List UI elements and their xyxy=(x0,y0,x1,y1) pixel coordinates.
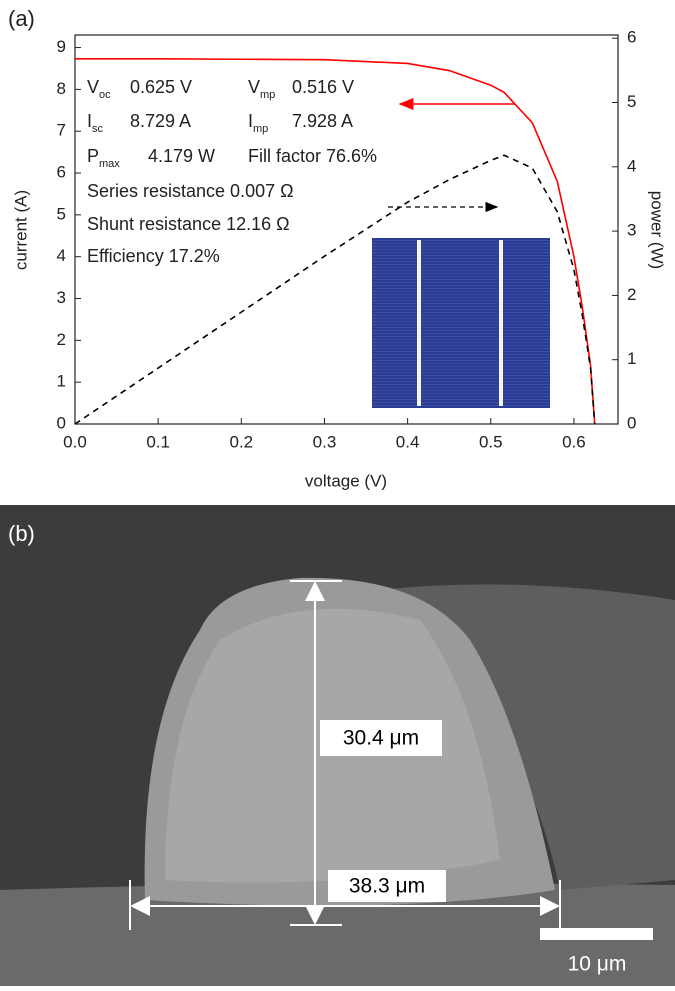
annotation: Vmp 0.516 V xyxy=(248,77,354,101)
annotation: Efficiency 17.2% xyxy=(87,246,220,266)
y-tick-label: 6 xyxy=(57,163,66,182)
scale-label: 10 μm xyxy=(568,953,627,976)
annotation: Series resistance 0.007 Ω xyxy=(87,181,294,201)
y2-tick-label: 3 xyxy=(627,221,636,240)
y2-tick-label: 0 xyxy=(627,413,636,432)
y-tick-label: 4 xyxy=(57,246,66,265)
annotation: Imp 7.928 A xyxy=(248,111,353,135)
annotation: Voc 0.625 V xyxy=(87,77,192,101)
x-tick-label: 0.2 xyxy=(229,432,253,451)
panel-a-bg xyxy=(0,0,675,500)
series-line xyxy=(75,58,596,425)
plot-frame xyxy=(74,34,619,425)
y2-tick-label: 2 xyxy=(627,285,636,304)
x-tick-label: 0.4 xyxy=(396,432,420,451)
width-label: 38.3 μm xyxy=(349,875,425,898)
y2-tick-label: 5 xyxy=(627,92,636,111)
y-tick-label: 2 xyxy=(57,330,66,349)
y2-tick-label: 6 xyxy=(627,28,636,47)
y-tick-label: 7 xyxy=(57,121,66,140)
annotation: Isc 8.729 A xyxy=(87,111,191,135)
y2-tick-label: 4 xyxy=(627,156,636,175)
x-tick-label: 0.0 xyxy=(63,432,87,451)
x-tick-label: 0.6 xyxy=(562,432,586,451)
y-tick-label: 8 xyxy=(57,79,66,98)
x-tick-label: 0.3 xyxy=(313,432,337,451)
y-tick-label: 0 xyxy=(57,413,66,432)
x-tick-label: 0.5 xyxy=(479,432,503,451)
annotation: Fill factor 76.6% xyxy=(248,146,377,166)
annotation: Pmax 4.179 W xyxy=(87,146,215,170)
y-tick-label: 5 xyxy=(57,204,66,223)
x-tick-label: 0.1 xyxy=(146,432,170,451)
height-label: 30.4 μm xyxy=(343,727,419,750)
y2-axis-label: power (W) xyxy=(648,191,667,269)
sem-image xyxy=(0,505,675,986)
series-line xyxy=(74,154,596,425)
inset-cell xyxy=(372,238,550,408)
y-tick-label: 1 xyxy=(57,372,66,391)
panel-label: (b) xyxy=(8,521,35,546)
y-tick-label: 3 xyxy=(57,288,66,307)
y-axis-label: current (A) xyxy=(11,190,30,270)
y2-tick-label: 1 xyxy=(627,349,636,368)
panel-label: (a) xyxy=(8,6,35,31)
x-axis-label: voltage (V) xyxy=(305,471,387,490)
plot: 0.0 0.1 0.2 0.3 0.4 0.5 0.6 0 1 2 3 4 5 6 7 8 9 0 1 2 3 4 5 6 xyxy=(57,28,637,452)
annotation: Shunt resistance 12.16 Ω xyxy=(87,214,290,234)
y-tick-label: 9 xyxy=(57,37,66,56)
